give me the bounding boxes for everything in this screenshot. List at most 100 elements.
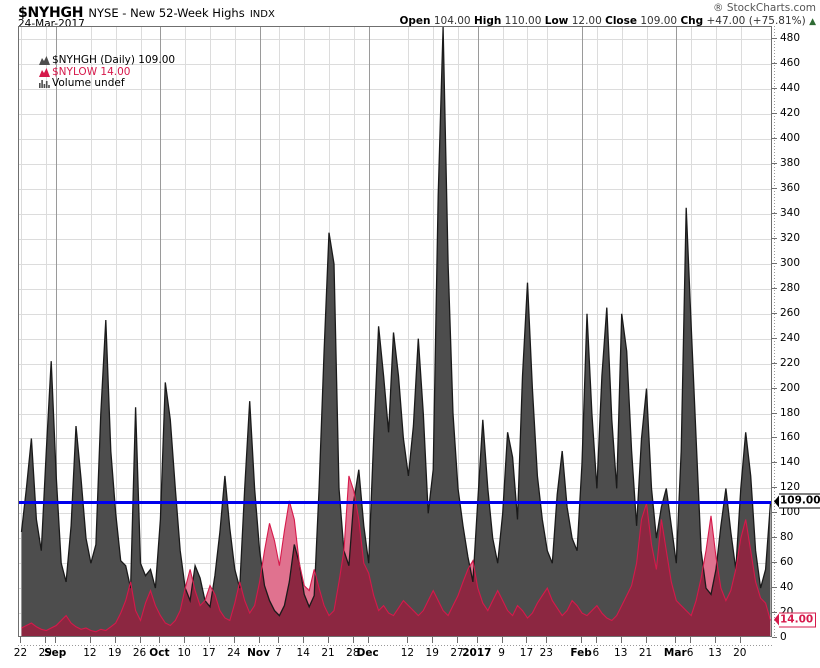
low-label: Low bbox=[544, 15, 569, 27]
high-label: High bbox=[473, 15, 502, 27]
gridline-vertical bbox=[503, 27, 504, 636]
y-axis-tick-label: 0 bbox=[780, 631, 787, 643]
y-axis-tick-label: 260 bbox=[780, 306, 801, 319]
y-axis-tick-mark bbox=[772, 188, 777, 190]
y-axis-tick-label: 380 bbox=[780, 157, 801, 170]
y-axis-tick-mark bbox=[772, 337, 777, 339]
gridline-vertical bbox=[478, 27, 479, 636]
x-axis-tick-label: 19 bbox=[425, 647, 439, 659]
y-axis-tick-label: 420 bbox=[780, 107, 801, 120]
y-axis-tick-mark bbox=[772, 262, 777, 264]
x-axis-tick-label: 13 bbox=[708, 647, 722, 659]
chg-value: +47.00 (+75.81%) bbox=[706, 15, 806, 27]
y-axis-tick-label: 180 bbox=[780, 406, 801, 419]
gridline-vertical bbox=[260, 27, 261, 636]
y-axis-tick-mark bbox=[772, 462, 777, 464]
legend-label-nylow: $NYLOW 14.00 bbox=[52, 65, 131, 78]
gridline-vertical bbox=[210, 27, 211, 636]
legend-item-nylow: $NYLOW 14.00 bbox=[39, 65, 175, 79]
x-axis-tick-mark bbox=[546, 637, 547, 643]
gridline-vertical bbox=[116, 27, 117, 636]
x-axis-tick-mark bbox=[526, 637, 527, 643]
gridline-horizontal bbox=[19, 263, 771, 265]
x-axis-tick-label: Nov bbox=[247, 647, 271, 659]
y-axis-tick-label: 140 bbox=[780, 456, 801, 469]
y-axis-tick-label: 100 bbox=[780, 506, 801, 519]
y-axis-tick-mark bbox=[772, 287, 777, 289]
gridline-vertical bbox=[141, 27, 142, 636]
x-axis-tick-mark bbox=[45, 637, 46, 643]
y-axis-tick-label: 220 bbox=[780, 356, 801, 369]
x-axis-tick-label: 6 bbox=[592, 647, 600, 659]
gridline-vertical bbox=[160, 27, 161, 636]
y-axis-tick-mark bbox=[772, 637, 777, 638]
gridline-vertical bbox=[716, 27, 717, 636]
gridline-vertical bbox=[676, 27, 677, 636]
x-axis-tick-mark bbox=[90, 637, 91, 643]
y-axis-tick-label: 340 bbox=[780, 207, 801, 220]
legend-item-nyhgh: $NYHGH (Daily) 109.00 bbox=[39, 54, 175, 67]
y-axis-tick-mark bbox=[772, 412, 777, 414]
x-axis-tick-mark bbox=[140, 637, 141, 643]
y-axis-tick-label: 40 bbox=[780, 581, 794, 594]
y-axis-tick-mark bbox=[772, 612, 777, 614]
x-axis-tick-label: 6 bbox=[686, 647, 694, 659]
flag-value: 14.00 bbox=[779, 612, 817, 628]
y-axis-tick-mark bbox=[772, 537, 777, 539]
x-axis-tick-label: 22 bbox=[13, 647, 28, 659]
x-axis-tick-label: 10 bbox=[177, 647, 191, 659]
quote-bar: Open 104.00 High 110.00 Low 12.00 Close … bbox=[399, 15, 816, 27]
y-axis-tick-label: 60 bbox=[780, 556, 794, 569]
x-axis-tick-mark bbox=[328, 637, 329, 643]
nyhgh-area bbox=[21, 27, 771, 636]
x-axis-tick-mark bbox=[115, 637, 116, 643]
y-axis-tick-label: 80 bbox=[780, 531, 794, 544]
y-axis-tick-mark bbox=[772, 362, 777, 364]
y-axis-tick-label: 400 bbox=[780, 132, 801, 145]
open-label: Open bbox=[399, 15, 431, 27]
x-axis-tick-mark bbox=[407, 637, 408, 643]
y-axis-tick-label: 280 bbox=[780, 281, 801, 294]
nyhgh-line bbox=[20, 27, 771, 617]
y-axis-tick-label: 160 bbox=[780, 431, 801, 444]
x-axis-tick-mark bbox=[740, 637, 741, 643]
x-axis-tick-mark bbox=[502, 637, 503, 643]
gridline-horizontal bbox=[19, 288, 771, 290]
x-axis-tick-label: 21 bbox=[638, 647, 653, 659]
gridline-vertical bbox=[433, 27, 434, 636]
y-axis-tick-mark bbox=[772, 387, 777, 389]
y-axis-tick-mark bbox=[772, 487, 777, 489]
gridline-vertical bbox=[185, 27, 186, 636]
chart-series-layer bbox=[19, 27, 771, 636]
mountain-area-icon bbox=[39, 56, 50, 66]
gridline-vertical bbox=[279, 27, 280, 636]
y-axis-tick-label: 200 bbox=[780, 381, 801, 394]
gridline-vertical bbox=[408, 27, 409, 636]
y-axis-tick-mark bbox=[772, 138, 777, 140]
chart-legend: $NYHGH (Daily) 109.00 $NYLOW 14.00 Volum… bbox=[39, 54, 175, 90]
gridline-vertical bbox=[458, 27, 459, 636]
x-axis-tick-mark bbox=[432, 637, 433, 643]
gridline-vertical bbox=[647, 27, 648, 636]
y-axis-tick-mark bbox=[772, 512, 777, 514]
y-axis-tick-label: 120 bbox=[780, 481, 801, 494]
y-axis-tick-label: 300 bbox=[780, 256, 801, 269]
legend-label-volume: Volume undef bbox=[52, 77, 125, 89]
x-axis-tick-mark bbox=[278, 637, 279, 643]
chart-title: $NYHGH NYSE - New 52-Week Highs INDX bbox=[18, 2, 275, 21]
y-axis-tick-label: 360 bbox=[780, 182, 801, 195]
x-axis-tick-label: 26 bbox=[132, 647, 147, 659]
gridline-horizontal bbox=[19, 313, 771, 315]
mountain-area-icon bbox=[39, 67, 50, 77]
x-axis-tick-label: 29 bbox=[38, 647, 52, 659]
chg-label: Chg bbox=[680, 15, 704, 27]
nyhgh-price-flag: 109.00 bbox=[774, 493, 820, 509]
y-axis-tick-label: 240 bbox=[780, 331, 801, 344]
x-axis-tick-label: 23 bbox=[539, 647, 553, 659]
y-axis-tick-label: 480 bbox=[780, 32, 801, 45]
gridline-horizontal bbox=[19, 164, 771, 166]
chart-plot-area[interactable]: $NYHGH (Daily) 109.00 $NYLOW 14.00 Volum… bbox=[18, 26, 772, 637]
x-axis-tick-label: 7 bbox=[275, 647, 282, 659]
low-value: 12.00 bbox=[571, 15, 602, 27]
x-axis-tick-mark bbox=[368, 637, 369, 643]
